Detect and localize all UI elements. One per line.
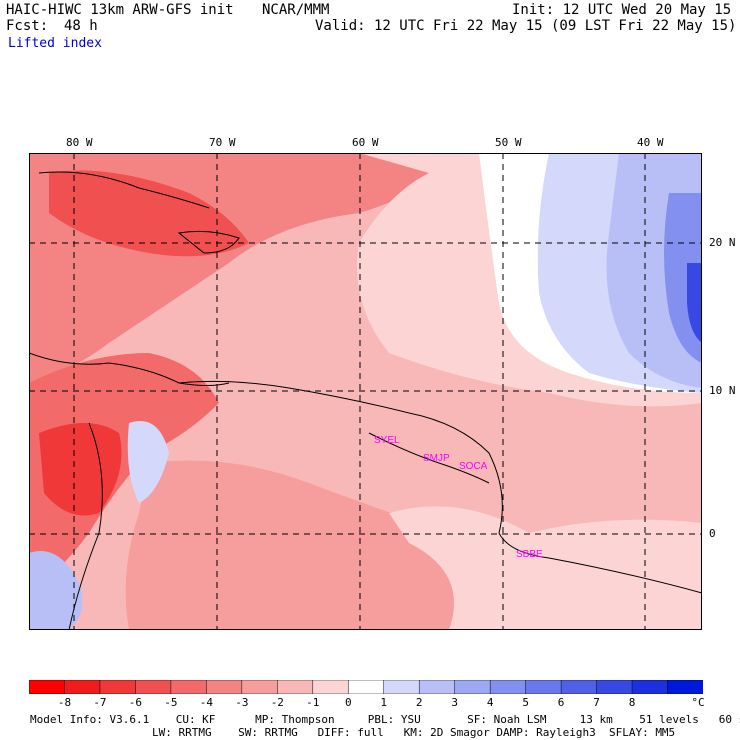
- colorbar-tick-label: 3: [451, 696, 458, 709]
- field-name: Lifted index: [8, 36, 102, 51]
- valid-time: Valid: 12 UTC Fri 22 May 15 (09 LST Fri …: [315, 18, 737, 34]
- colorbar-swatch: [312, 680, 350, 694]
- field-panama-core: [39, 423, 122, 516]
- coastline-hispaniola: [177, 230, 240, 254]
- colorbar-tick-label: -4: [199, 696, 213, 709]
- colorbar-tick-label: -2: [270, 696, 284, 709]
- colorbar-tick-label: -1: [306, 696, 320, 709]
- field-amazon-light: [389, 506, 536, 630]
- colorbar-swatch: [454, 680, 491, 694]
- field-pacific-stable: [29, 551, 83, 630]
- colorbar-swatch: [418, 680, 456, 694]
- field-atlantic-stable-4: [687, 263, 702, 343]
- lon-label-50w: 50 W: [495, 136, 522, 149]
- lifted-index-map: SYEL SMJP SOCA SBBE: [29, 153, 702, 630]
- coastline-central-america: [29, 352, 230, 386]
- colorbar-swatch: [135, 680, 172, 694]
- lat-label-20n: 20 N: [709, 236, 736, 249]
- colorbar-swatch: [489, 680, 527, 694]
- colorbar-swatch: [631, 680, 669, 694]
- colorbar-tick-label: 5: [522, 696, 529, 709]
- colorbar-swatch: [560, 680, 598, 694]
- station-label-syel: SYEL: [374, 435, 400, 446]
- colorbar-tick-label: -6: [128, 696, 143, 709]
- colorbar-tick-label: -7: [93, 696, 107, 709]
- colorbar-swatch: [667, 680, 703, 694]
- physics-info-line: LW: RRTMG SW: RRTMG DIFF: full KM: 2D Sm…: [152, 726, 676, 739]
- colorbar-swatch: [29, 680, 66, 694]
- colorbar-tick-label: 4: [486, 696, 494, 709]
- field-south-america: [125, 460, 476, 630]
- colorbar-swatch: [383, 680, 420, 694]
- colorbar-swatch: [64, 680, 101, 694]
- coastline-cuba: [38, 171, 210, 209]
- init-time: Init: 12 UTC Wed 20 May 15: [512, 2, 732, 18]
- lat-label-equator: 0: [709, 527, 716, 540]
- station-label-sbbe: SBBE: [516, 549, 543, 560]
- organization-label: NCAR/MMM: [262, 2, 330, 18]
- colorbar-swatch: [170, 680, 208, 694]
- forecast-hour: 48 h: [64, 18, 98, 34]
- colorbar-swatch: [525, 680, 562, 694]
- forecast-label: Fcst:: [6, 18, 49, 34]
- field-greater-antilles: [49, 170, 249, 257]
- colorbar-tick-label: 6: [557, 696, 565, 709]
- field-central-america: [29, 353, 219, 593]
- colorbar-tick-label: 8: [628, 696, 636, 709]
- lon-label-60w: 60 W: [352, 136, 379, 149]
- colorbar-swatch: [99, 680, 137, 694]
- field-south-atlantic: [509, 519, 702, 630]
- colorbar-tick-label: -3: [235, 696, 249, 709]
- field-itcz-band: [489, 433, 702, 493]
- colorbar-swatch: [277, 680, 314, 694]
- colorbar-swatch: [348, 680, 385, 694]
- colorbar-tick-label: 1: [380, 696, 388, 709]
- map-frame: [29, 153, 702, 630]
- coastline-pacific: [68, 422, 103, 630]
- model-info-line: Model Info: V3.6.1 CU: KF MP: Thompson P…: [30, 713, 740, 726]
- colorbar-tick-label: 0: [344, 696, 352, 709]
- colorbar-tick-label: -5: [164, 696, 178, 709]
- colorbar-unit: °C: [691, 696, 705, 709]
- lat-label-10n: 10 N: [709, 384, 736, 397]
- colorbar-tick-label: -8: [57, 696, 72, 709]
- lon-label-80w: 80 W: [66, 136, 93, 149]
- colorbar-swatch: [206, 680, 243, 694]
- colorbar-swatch: [241, 680, 279, 694]
- station-label-soca: SOCA: [459, 461, 488, 472]
- colorbar-swatch: [596, 680, 633, 694]
- station-label-smjp: SMJP: [423, 453, 450, 464]
- lon-label-70w: 70 W: [209, 136, 236, 149]
- colorbar-tick-label: 2: [415, 696, 423, 709]
- border-guianas: [368, 432, 490, 484]
- model-title: HAIC-HIWC 13km ARW-GFS init: [6, 2, 234, 18]
- colorbar-tick-label: 7: [593, 696, 600, 709]
- coastline-south-america-north: [178, 380, 702, 594]
- colorbar: [29, 680, 703, 694]
- field-colombia-stable: [127, 421, 169, 503]
- lon-label-40w: 40 W: [637, 136, 664, 149]
